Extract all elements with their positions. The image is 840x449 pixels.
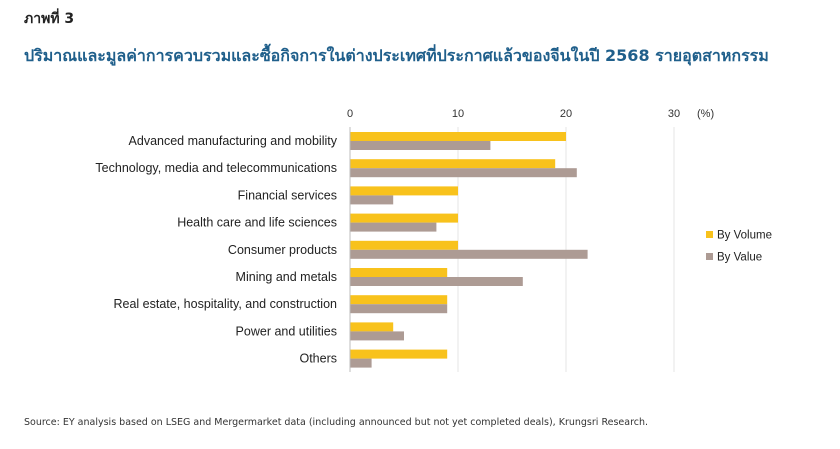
legend-swatch-volume [706, 231, 713, 238]
category-label: Real estate, hospitality, and constructi… [113, 297, 337, 311]
category-label: Mining and metals [236, 270, 337, 284]
source-note: Source: EY analysis based on LSEG and Me… [24, 417, 649, 428]
x-tick-label: 0 [347, 108, 353, 120]
bar-value [350, 141, 491, 150]
x-tick-label: 10 [452, 108, 464, 120]
bar-value [350, 168, 577, 178]
bar-volume [350, 240, 458, 250]
legend-swatch-value [706, 253, 713, 260]
category-label: Power and utilities [236, 324, 337, 338]
category-label: Technology, media and telecommunications [95, 161, 337, 175]
category-label: Health care and life sciences [177, 216, 337, 230]
bar-value [350, 195, 394, 205]
x-tick-label: 20 [560, 108, 572, 120]
bar-value [350, 222, 437, 232]
bar-volume [350, 132, 566, 141]
bar-volume [350, 186, 458, 196]
category-label: Consumer products [228, 243, 337, 257]
bar-value [350, 304, 448, 314]
bar-value [350, 277, 523, 286]
bar-value [350, 358, 372, 368]
bar-value [350, 331, 404, 341]
x-unit-label: (%) [697, 108, 714, 120]
bars [350, 132, 588, 368]
bar-volume [350, 322, 394, 332]
figure-label: ภาพที่ 3 [24, 11, 75, 27]
legend-label-value: By Value [717, 252, 762, 264]
x-axis: 0 10 20 30 (%) [347, 108, 714, 120]
bar-volume [350, 268, 448, 277]
chart-title: ปริมาณและมูลค่าการควบรวมและซื้อกิจการในต… [24, 46, 769, 65]
legend: By Volume By Value [706, 230, 772, 264]
bar-volume [350, 349, 448, 359]
bar-value [350, 249, 588, 259]
category-label: Others [299, 352, 337, 366]
bar-volume [350, 213, 458, 223]
category-label: Advanced manufacturing and mobility [129, 134, 338, 148]
x-tick-label: 30 [668, 108, 680, 120]
legend-label-volume: By Volume [717, 230, 772, 242]
category-label: Financial services [238, 188, 337, 202]
bar-volume [350, 159, 556, 169]
category-labels: Advanced manufacturing and mobility Techn… [95, 134, 337, 366]
bar-volume [350, 295, 448, 305]
